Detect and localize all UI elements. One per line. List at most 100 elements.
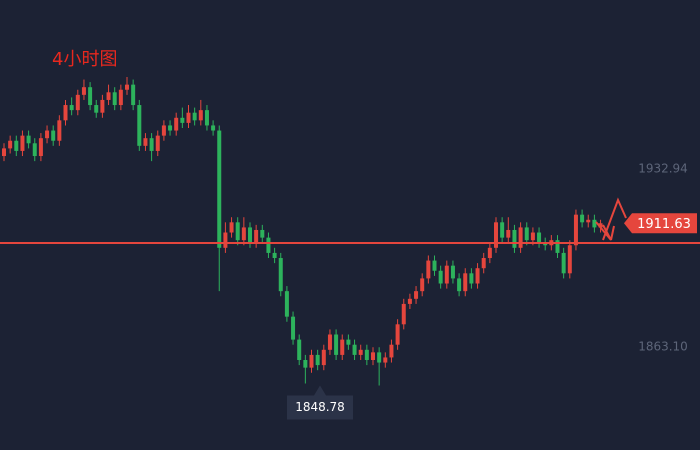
candle-body <box>69 105 74 111</box>
candle-body <box>20 135 25 151</box>
low-label-box <box>287 385 353 420</box>
candle-body <box>88 87 93 106</box>
low-label: 1848.78 <box>295 400 345 414</box>
candle-body <box>248 227 252 243</box>
candle-body <box>407 298 412 304</box>
candle-body <box>75 94 80 111</box>
candle-body <box>463 273 468 292</box>
candle-body <box>327 334 332 350</box>
candle-body <box>358 349 363 355</box>
candle-body <box>580 214 585 223</box>
candle-body <box>14 140 19 151</box>
candle-body <box>8 140 13 149</box>
candle-body <box>598 223 603 228</box>
candle-body <box>315 354 320 366</box>
candle-body <box>426 260 431 279</box>
candle-body <box>284 291 289 317</box>
candle-body <box>321 349 326 366</box>
candle-body <box>297 339 302 360</box>
candle-body <box>371 352 375 360</box>
candle-body <box>81 87 86 95</box>
candle-body <box>506 229 511 238</box>
candle-body <box>555 240 560 253</box>
candle-body <box>475 268 480 284</box>
candle-body <box>438 270 443 284</box>
candle-body <box>377 352 382 363</box>
candle-body <box>303 360 308 368</box>
candle-body <box>352 344 357 355</box>
candle-body <box>112 92 117 106</box>
candle-body <box>161 125 166 136</box>
candle-body <box>143 138 148 146</box>
candle-body <box>291 316 296 340</box>
candle-body <box>524 227 529 241</box>
drawn-arrow <box>595 197 627 241</box>
candle-body <box>346 339 351 345</box>
candle-body <box>420 278 425 292</box>
candle-body <box>260 229 265 238</box>
candle-body <box>235 222 240 241</box>
candle-body <box>106 92 111 100</box>
candle-body <box>401 303 406 325</box>
candle-body <box>266 237 271 253</box>
candle-body <box>561 252 566 274</box>
candle-body <box>118 89 123 106</box>
candle-body <box>444 265 449 284</box>
candle-body <box>512 229 517 248</box>
candle-body <box>174 117 179 131</box>
candle-body <box>494 222 498 248</box>
candle-body <box>94 105 99 113</box>
candle-body <box>543 242 548 246</box>
candle-body <box>340 339 345 355</box>
candle-body <box>364 349 369 360</box>
candle-body <box>38 138 43 157</box>
candle-body <box>223 232 228 248</box>
candle-body <box>63 105 68 121</box>
candle-body <box>168 125 173 131</box>
candle-body <box>2 148 6 157</box>
candle-body <box>192 112 197 121</box>
candle-body <box>530 232 535 241</box>
candle-body <box>186 112 191 123</box>
candle-body <box>334 334 339 355</box>
candle-body <box>573 214 578 246</box>
candle-body <box>586 219 591 223</box>
candle-body <box>309 354 314 368</box>
candle-body <box>457 278 462 292</box>
price-label-box <box>624 213 697 234</box>
candle-body <box>537 232 542 243</box>
candle-body <box>278 258 283 292</box>
candle-body <box>125 84 129 90</box>
candle-body <box>432 260 437 271</box>
y-tick-label: 1932.94 <box>638 161 688 175</box>
candle-body <box>592 219 597 228</box>
candle-body <box>198 110 203 121</box>
candle-body <box>131 84 136 106</box>
chart-title: 4小时图 <box>52 49 117 70</box>
candle-body <box>383 357 388 363</box>
candle-body <box>518 227 523 248</box>
candle-body <box>229 222 234 233</box>
candle-body <box>100 99 105 113</box>
candle-body <box>180 117 185 123</box>
candle-body <box>487 247 492 259</box>
candle-body <box>567 245 572 274</box>
candle-body <box>414 291 419 299</box>
candle-body <box>389 344 394 358</box>
price-label: 1911.63 <box>637 217 691 232</box>
candle-body <box>45 130 50 139</box>
plot: 1932.94 1863.10 1911.63 1848.78 <box>0 76 700 420</box>
candle-body <box>211 125 216 131</box>
candle-body <box>500 222 505 238</box>
candle-body <box>241 227 246 241</box>
candle-body <box>272 252 277 259</box>
candle-body <box>481 258 486 269</box>
candle-body <box>395 324 400 345</box>
candle-body <box>204 110 209 126</box>
candle-body <box>469 273 474 284</box>
candle-body <box>26 135 31 144</box>
y-tick-label: 1863.10 <box>638 339 688 353</box>
candle-body <box>32 143 37 157</box>
